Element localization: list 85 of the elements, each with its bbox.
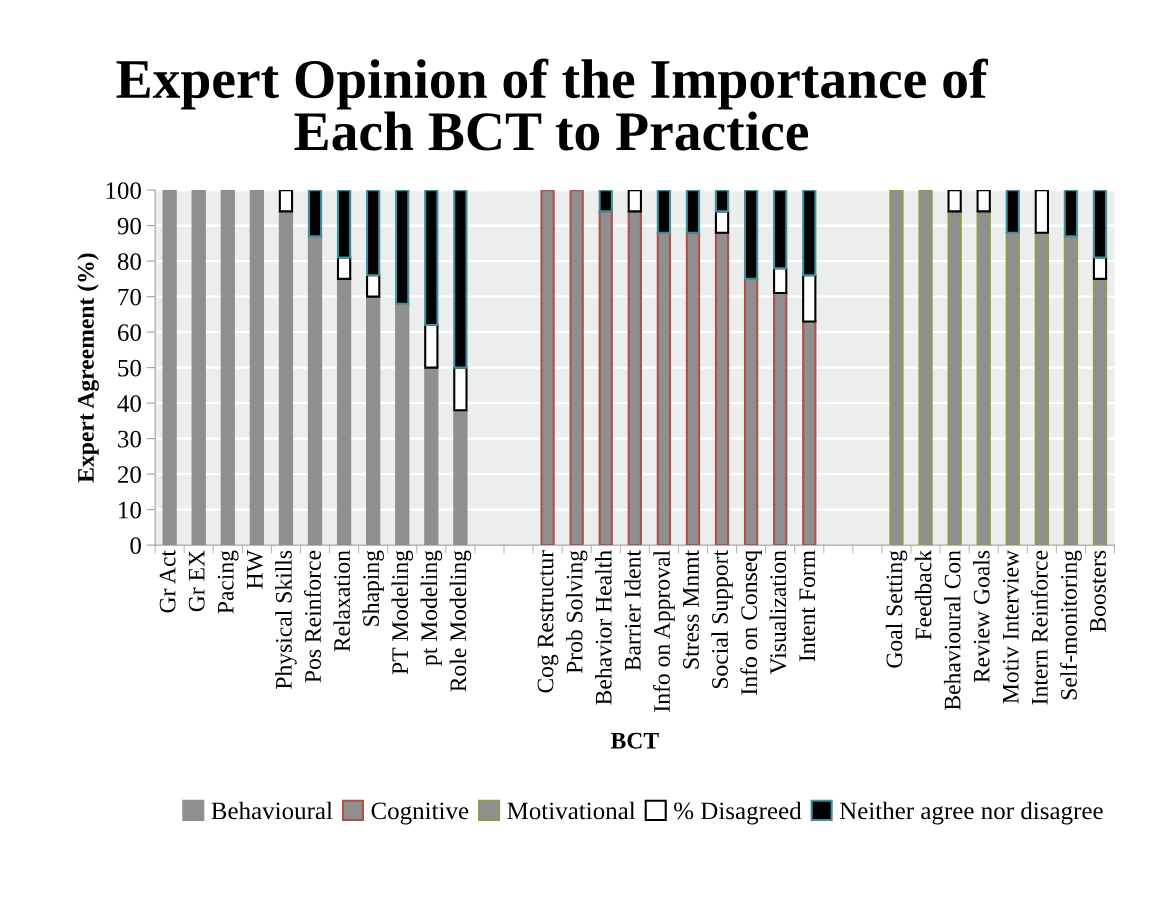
bar: [743, 277, 759, 546]
x-tick-label: Gr Act: [159, 550, 176, 613]
x-tick-label: Feedback: [914, 549, 932, 640]
bar: [714, 231, 730, 546]
x-tick-label: Stress Mnmt: [683, 550, 699, 669]
bar: [918, 190, 933, 546]
x-tick-label: Pos Reinforce: [304, 550, 321, 683]
bar: [307, 190, 323, 238]
x-tick-label: PT Modeling: [391, 550, 413, 675]
bar: [627, 210, 642, 546]
bar: [685, 190, 701, 234]
x-tick-label: Social Support: [711, 550, 733, 689]
x-tick-label: Shaping: [362, 550, 384, 626]
bar: [424, 366, 439, 546]
bar: [278, 210, 294, 546]
x-tick-label: Prob Solving: [565, 550, 588, 674]
legend-label: Motivational: [507, 801, 636, 820]
x-tick-label: Gr EX: [188, 550, 205, 612]
legend-label: Neither agree nor disagree: [839, 801, 1103, 825]
bar: [773, 292, 788, 546]
bar: [220, 190, 235, 546]
bar: [889, 190, 904, 546]
bar: [598, 210, 613, 546]
bar: [569, 190, 584, 546]
bar: [1063, 190, 1079, 238]
y-tick-label: 50: [118, 359, 141, 377]
x-tick-label: Intent Form: [799, 550, 816, 662]
y-tick-label: 20: [118, 466, 141, 484]
bar: [395, 302, 410, 546]
y-tick-label: 30: [118, 430, 141, 448]
y-tick-label: 10: [119, 501, 141, 519]
bar: [656, 190, 672, 234]
y-tick-label: 100: [106, 182, 141, 200]
chart-title: Expert Opinion of the Importance of Each BCT to Practice: [116, 58, 989, 151]
bar: [976, 210, 991, 546]
y-tick-label: 0: [130, 537, 141, 555]
bar: [1063, 235, 1079, 546]
bar: [685, 231, 701, 546]
bar: [540, 190, 555, 546]
bar: [307, 235, 323, 546]
bar: [191, 190, 206, 546]
bar: [947, 210, 962, 546]
x-tick-label: Boosters: [1090, 550, 1106, 632]
bar: [743, 190, 759, 280]
bar: [1005, 231, 1020, 546]
y-tick-label: 40: [117, 395, 141, 413]
bar: [453, 409, 468, 546]
bar: [395, 190, 410, 305]
x-tick-label: pt Modeling: [420, 550, 443, 666]
x-tick-label: Behavior Health: [595, 550, 612, 705]
x-tick-label: Pacing: [217, 550, 239, 614]
x-tick-label: Visualization: [769, 550, 787, 675]
legend-label: % Disagreed: [674, 801, 802, 825]
y-tick-label: 80: [117, 253, 141, 271]
x-tick-label: Info on Conseq: [740, 550, 762, 695]
bar: [802, 320, 817, 546]
x-tick-label: Relaxation: [333, 550, 350, 652]
x-tick-label: HW: [247, 550, 263, 589]
x-tick-label: Cog Restructur: [537, 550, 559, 693]
legend-label: Behavioural: [211, 801, 333, 820]
bar: [656, 231, 672, 546]
x-tick-label: Physical Skills: [275, 550, 297, 690]
x-tick-label: Role Modeling: [449, 550, 472, 692]
bar: [366, 295, 381, 546]
bar: [336, 277, 352, 546]
bar: [1005, 190, 1020, 234]
x-tick-label: Intern Reinforce: [1030, 550, 1048, 705]
bar: [162, 190, 177, 546]
x-tick-label: Behavioural Con: [943, 550, 961, 710]
x-tick-label: Self-monitoring: [1060, 550, 1082, 700]
bar: [598, 190, 613, 213]
bar: [1034, 231, 1049, 546]
y-axis-title: Expert Agreement (%): [77, 253, 99, 483]
x-tick-label: Motiv Interview: [1002, 550, 1019, 704]
x-tick-label: Info on Approval: [653, 550, 675, 712]
x-tick-label: Barrier Ident: [624, 550, 641, 671]
bar: [1092, 277, 1108, 546]
legend-label: Cognitive: [371, 802, 469, 825]
y-tick-label: 90: [117, 217, 141, 235]
x-tick-label: Review Goals: [972, 550, 990, 683]
bar: [249, 190, 265, 546]
y-tick-label: 60: [117, 324, 141, 342]
x-axis-title: BCT: [610, 732, 659, 749]
x-tick-label: Goal Setting: [885, 550, 908, 668]
y-tick-label: 70: [118, 288, 141, 306]
